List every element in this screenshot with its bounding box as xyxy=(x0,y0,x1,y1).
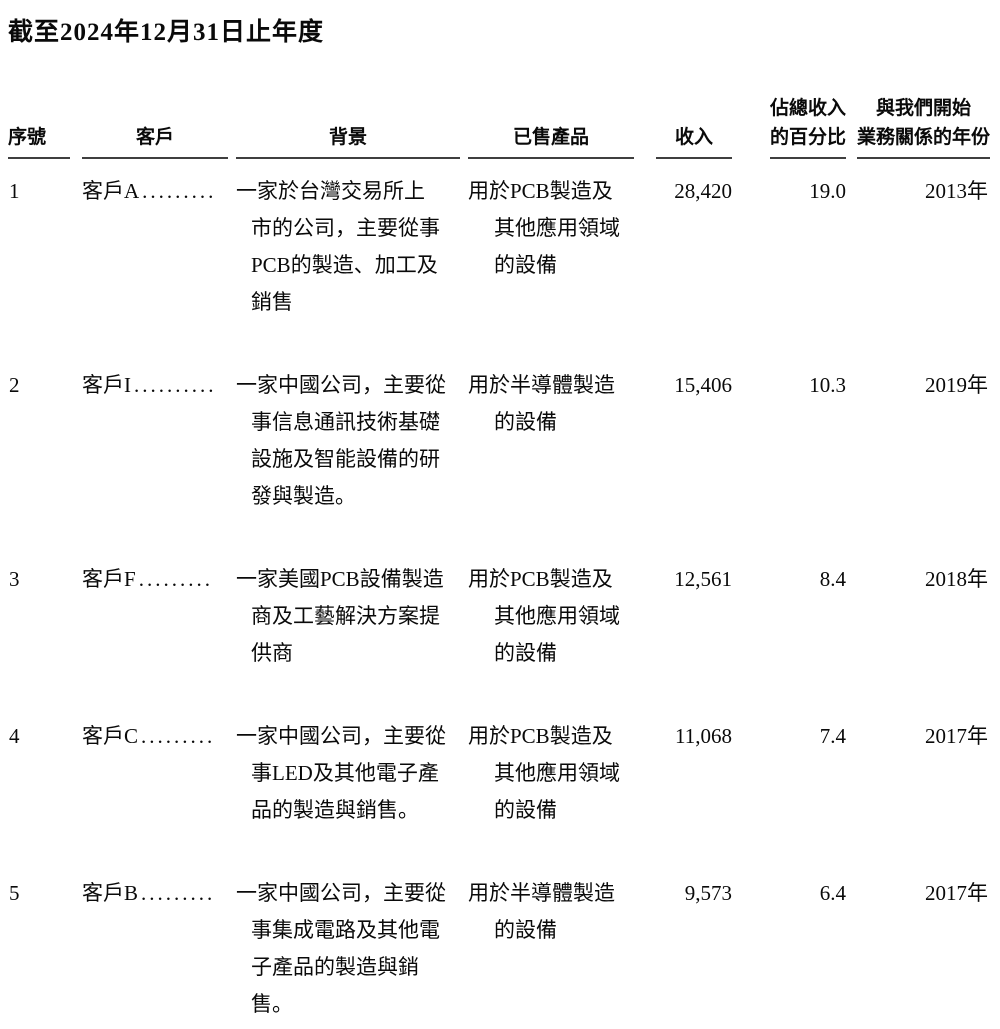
table-row: 5 客戶B......... 一家中國公司，主要從 事集成電路及其他電 子產品的… xyxy=(8,861,992,1029)
customer-name: 客戶A xyxy=(82,179,140,203)
column-header-pct: 佔總收入 的百分比 xyxy=(732,94,854,159)
row-no: 4 xyxy=(9,724,20,748)
column-header-background-label: 背景 xyxy=(236,123,460,159)
leader-dots: ......... xyxy=(138,567,213,591)
year-value: 2017年 xyxy=(925,724,988,748)
year-value: 2018年 xyxy=(925,567,988,591)
products-text: 用於半導體製造 的設備 xyxy=(468,881,615,942)
pct-value: 7.4 xyxy=(819,724,846,748)
year-value: 2019年 xyxy=(925,373,988,397)
background-cell: 一家中國公司，主要從 事集成電路及其他電 子產品的製造與銷售。 xyxy=(228,861,460,1029)
top-customers-table: 序號 客戶 背景 已售產品 收入 佔總收入 的百分比 xyxy=(8,94,992,1029)
revenue-value: 11,068 xyxy=(675,724,732,748)
revenue-value: 28,420 xyxy=(674,179,732,203)
customer-name: 客戶F xyxy=(82,567,136,591)
page-title: 截至2024年12月31日止年度 xyxy=(8,19,325,46)
leader-dots: ......... xyxy=(141,881,216,905)
year-value: 2013年 xyxy=(925,179,988,203)
customer-name-cell: 客戶A......... xyxy=(70,159,228,353)
pct-value: 6.4 xyxy=(819,881,846,905)
leader-dots: ......... xyxy=(142,179,217,203)
column-header-products: 已售產品 xyxy=(460,94,634,159)
pct-value: 10.3 xyxy=(809,373,846,397)
background-text: 一家中國公司，主要從 事LED及其他電子產 品的製造與銷售。 xyxy=(236,724,446,822)
table-row: 4 客戶C......... 一家中國公司，主要從 事LED及其他電子產 品的製… xyxy=(8,704,992,861)
table-row: 1 客戶A......... 一家於台灣交易所上 市的公司，主要從事 PCB的製… xyxy=(8,159,992,353)
column-header-year-line2: 業務關係的年份 xyxy=(856,127,990,148)
products-cell: 用於PCB製造及 其他應用領域 的設備 xyxy=(460,547,634,704)
customer-name-cell: 客戶B......... xyxy=(70,861,228,1029)
products-text: 用於PCB製造及 其他應用領域 的設備 xyxy=(468,567,620,665)
column-header-year-line1: 與我們開始 xyxy=(875,98,971,119)
column-header-products-label: 已售產品 xyxy=(468,123,634,159)
row-no: 5 xyxy=(9,881,20,905)
row-no: 3 xyxy=(9,567,20,591)
customer-name-cell: 客戶F......... xyxy=(70,547,228,704)
products-cell: 用於半導體製造 的設備 xyxy=(460,861,634,1029)
column-header-revenue-label: 收入 xyxy=(656,123,732,159)
column-header-pct-line1: 佔總收入 xyxy=(769,98,846,119)
row-no: 2 xyxy=(9,373,20,397)
column-header-customer: 客戶 xyxy=(70,94,228,159)
column-header-revenue: 收入 xyxy=(634,94,732,159)
column-header-customer-label: 客戶 xyxy=(82,123,228,159)
customer-name: 客戶C xyxy=(82,724,139,748)
revenue-value: 9,573 xyxy=(684,881,732,905)
leader-dots: ......... xyxy=(141,724,216,748)
leader-dots: .......... xyxy=(134,373,217,397)
background-text: 一家於台灣交易所上 市的公司，主要從事 PCB的製造、加工及 銷售 xyxy=(236,179,440,314)
background-text: 一家美國PCB設備製造 商及工藝解決方案提 供商 xyxy=(236,567,444,665)
year-value: 2017年 xyxy=(925,881,988,905)
pct-value: 8.4 xyxy=(819,567,846,591)
column-header-year: 與我們開始 業務關係的年份 xyxy=(854,94,992,159)
products-cell: 用於PCB製造及 其他應用領域 的設備 xyxy=(460,704,634,861)
revenue-value: 12,561 xyxy=(674,567,732,591)
customer-name: 客戶I xyxy=(82,373,131,397)
background-text: 一家中國公司，主要從 事集成電路及其他電 子產品的製造與銷售。 xyxy=(236,881,446,1016)
row-no: 1 xyxy=(9,179,20,203)
products-text: 用於半導體製造 的設備 xyxy=(468,373,615,434)
table-row: 2 客戶I.......... 一家中國公司，主要從 事信息通訊技術基礎 設施及… xyxy=(8,353,992,547)
background-cell: 一家中國公司，主要從 事信息通訊技術基礎 設施及智能設備的研 發與製造。 xyxy=(228,353,460,547)
table-header-row: 序號 客戶 背景 已售產品 收入 佔總收入 的百分比 xyxy=(8,94,992,159)
background-text: 一家中國公司，主要從 事信息通訊技術基礎 設施及智能設備的研 發與製造。 xyxy=(236,373,446,508)
revenue-value: 15,406 xyxy=(674,373,732,397)
products-cell: 用於PCB製造及 其他應用領域 的設備 xyxy=(460,159,634,353)
customer-name-cell: 客戶I.......... xyxy=(70,353,228,547)
products-cell: 用於半導體製造 的設備 xyxy=(460,353,634,547)
customer-name: 客戶B xyxy=(82,881,139,905)
background-cell: 一家美國PCB設備製造 商及工藝解決方案提 供商 xyxy=(228,547,460,704)
products-text: 用於PCB製造及 其他應用領域 的設備 xyxy=(468,724,620,822)
table-row: 3 客戶F......... 一家美國PCB設備製造 商及工藝解決方案提 供商 … xyxy=(8,547,992,704)
pct-value: 19.0 xyxy=(809,179,846,203)
background-cell: 一家中國公司，主要從 事LED及其他電子產 品的製造與銷售。 xyxy=(228,704,460,861)
column-header-no: 序號 xyxy=(8,94,70,159)
column-header-no-label: 序號 xyxy=(8,123,70,159)
column-header-background: 背景 xyxy=(228,94,460,159)
products-text: 用於PCB製造及 其他應用領域 的設備 xyxy=(468,179,620,277)
column-header-pct-line2: 的百分比 xyxy=(769,127,846,148)
background-cell: 一家於台灣交易所上 市的公司，主要從事 PCB的製造、加工及 銷售 xyxy=(228,159,460,353)
customer-name-cell: 客戶C......... xyxy=(70,704,228,861)
